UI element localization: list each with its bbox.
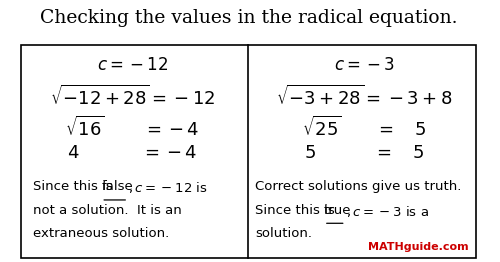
Bar bbox=[21, 45, 475, 258]
Text: Checking the values in the radical equation.: Checking the values in the radical equat… bbox=[40, 9, 457, 27]
Text: true: true bbox=[324, 204, 351, 217]
Text: MATHguide.com: MATHguide.com bbox=[368, 242, 468, 252]
Text: $5 \quad\quad\quad\; = \quad 5$: $5 \quad\quad\quad\; = \quad 5$ bbox=[304, 144, 424, 162]
Text: Correct solutions give us truth.: Correct solutions give us truth. bbox=[255, 180, 462, 193]
Text: $\sqrt{25} \quad\quad = \quad 5$: $\sqrt{25} \quad\quad = \quad 5$ bbox=[302, 116, 426, 140]
Text: not a solution.  It is an: not a solution. It is an bbox=[32, 204, 182, 217]
Text: Since this is: Since this is bbox=[255, 204, 339, 217]
Text: $4 \quad\quad\quad\;\; = -4$: $4 \quad\quad\quad\;\; = -4$ bbox=[67, 144, 198, 162]
Text: $\sqrt{16} \quad\quad\; = -4$: $\sqrt{16} \quad\quad\; = -4$ bbox=[65, 116, 200, 140]
Text: false: false bbox=[102, 180, 133, 193]
Text: $c = -12$: $c = -12$ bbox=[96, 56, 168, 74]
Text: $\sqrt{-12+28} = -12$: $\sqrt{-12+28} = -12$ bbox=[50, 84, 215, 108]
Text: $, c = -12$ is: $, c = -12$ is bbox=[128, 180, 208, 195]
Text: $\sqrt{-3+28} = -3+8$: $\sqrt{-3+28} = -3+8$ bbox=[276, 84, 452, 108]
Text: $c = -3$: $c = -3$ bbox=[334, 56, 395, 74]
Text: solution.: solution. bbox=[255, 227, 312, 240]
Text: $, c = -3$ is a: $, c = -3$ is a bbox=[346, 204, 428, 219]
Text: extraneous solution.: extraneous solution. bbox=[32, 227, 169, 240]
Text: Since this is: Since this is bbox=[32, 180, 116, 193]
